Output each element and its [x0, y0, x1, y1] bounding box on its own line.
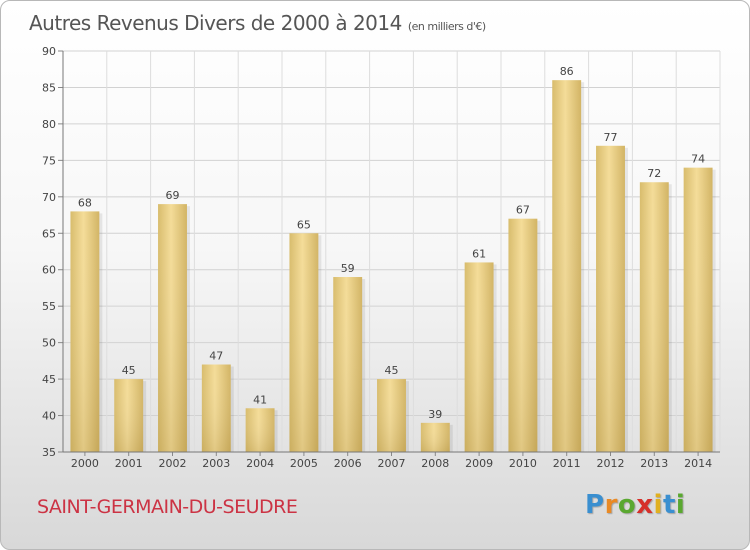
logo-letter: t — [662, 490, 676, 520]
y-tick-label: 70 — [42, 191, 56, 204]
x-tick-label: 2005 — [290, 457, 318, 470]
bar-shade — [683, 167, 713, 452]
data-label: 45 — [122, 364, 136, 377]
data-label: 77 — [604, 131, 618, 144]
chart-title-text: Autres Revenus Divers de 2000 à 2014 — [29, 11, 402, 35]
data-label: 67 — [516, 204, 530, 217]
bar-shade — [639, 182, 669, 452]
y-tick-label: 55 — [42, 300, 56, 313]
data-label: 72 — [647, 167, 661, 180]
x-tick-label: 2011 — [553, 457, 581, 470]
x-tick-label: 2010 — [509, 457, 537, 470]
y-tick-label: 40 — [42, 410, 56, 423]
bar-shade — [114, 379, 144, 452]
x-tick-label: 2001 — [115, 457, 143, 470]
data-label: 61 — [472, 247, 486, 260]
logo-letter: o — [617, 490, 637, 520]
x-tick-label: 2014 — [684, 457, 712, 470]
proxiti-logo: Proxiti — [585, 490, 685, 520]
y-tick-label: 65 — [42, 227, 56, 240]
bar-shade — [70, 211, 100, 452]
bar-shade — [201, 364, 231, 452]
logo-letter: i — [675, 490, 686, 520]
data-label: 59 — [341, 262, 355, 275]
chart-title: Autres Revenus Divers de 2000 à 2014 (en … — [29, 11, 486, 35]
bar-shade — [245, 408, 275, 452]
data-label: 39 — [428, 408, 442, 421]
y-tick-label: 60 — [42, 264, 56, 277]
bar-shade — [420, 422, 450, 452]
axes-layer: 35 40 45 50 55 60 65 70 75 80 85 90 2000 2001 2002 2003… — [42, 45, 720, 470]
bar-shade — [289, 233, 319, 452]
x-tick-label: 2006 — [334, 457, 362, 470]
bar-shade — [377, 379, 406, 452]
y-tick-label: 45 — [42, 373, 56, 386]
data-label: 47 — [209, 350, 223, 363]
bar-shade — [508, 218, 538, 452]
bar-shade — [333, 277, 363, 452]
x-tick-label: 2002 — [159, 457, 187, 470]
bar-shade — [596, 145, 625, 453]
bar-shade — [552, 80, 582, 452]
y-tick-label: 35 — [42, 446, 56, 459]
logo-letter: x — [636, 490, 654, 520]
x-tick-label: 2004 — [246, 457, 274, 470]
logo-letter: P — [585, 490, 605, 520]
data-label: 45 — [385, 364, 399, 377]
y-tick-label: 80 — [42, 118, 56, 131]
bars-layer: 68 45 69 47 41 65 59 45 39 61 67 86 77 72 74 — [70, 65, 716, 453]
data-label: 68 — [78, 196, 92, 209]
commune-name: SAINT-GERMAIN-DU-SEUDRE — [37, 496, 298, 518]
x-tick-label: 2007 — [378, 457, 406, 470]
y-tick-label: 50 — [42, 337, 56, 350]
data-label: 74 — [691, 153, 705, 166]
logo-letter: r — [604, 490, 618, 520]
x-tick-label: 2000 — [71, 457, 99, 470]
bar-shade — [158, 204, 187, 452]
x-tick-label: 2008 — [421, 457, 449, 470]
data-label: 41 — [253, 393, 267, 406]
x-tick-label: 2013 — [640, 457, 668, 470]
bar-shade — [464, 262, 494, 452]
x-tick-label: 2009 — [465, 457, 493, 470]
y-tick-label: 75 — [42, 154, 56, 167]
data-label: 65 — [297, 218, 311, 231]
data-label: 69 — [166, 189, 180, 202]
chart-subtitle: (en milliers d'€) — [407, 20, 486, 33]
y-tick-label: 90 — [42, 45, 56, 58]
logo-letter: i — [653, 490, 663, 520]
y-tick-label: 85 — [42, 81, 56, 94]
x-tick-label: 2012 — [597, 457, 625, 470]
data-label: 86 — [560, 65, 574, 78]
x-tick-label: 2003 — [202, 457, 230, 470]
